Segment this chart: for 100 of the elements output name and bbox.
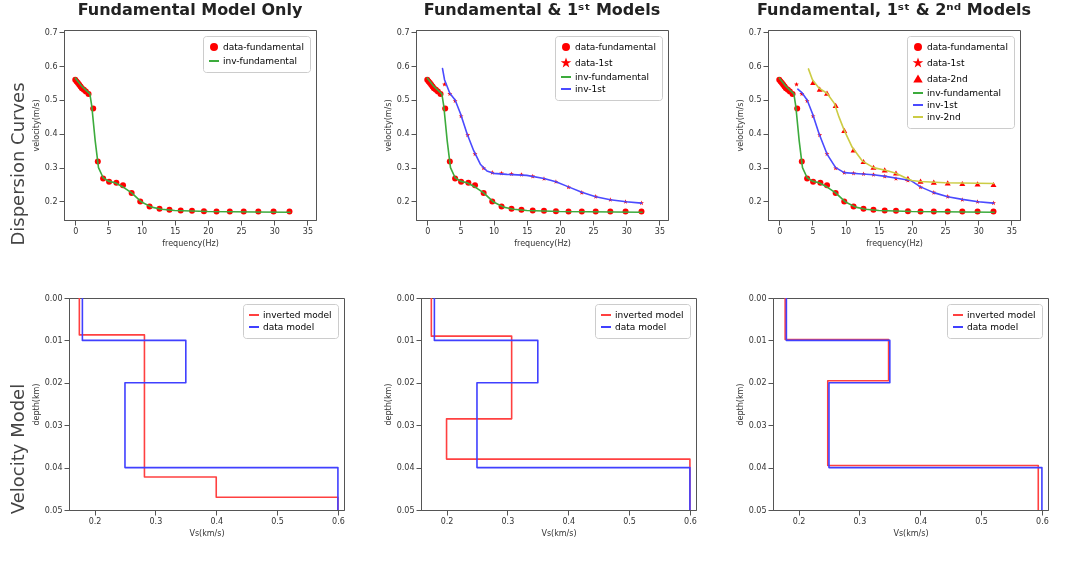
x-tick-label: 15 <box>170 226 181 236</box>
text: Dispersion Curves <box>6 81 28 246</box>
legend-label: inverted model <box>263 310 332 320</box>
x-tick-label: 35 <box>654 226 665 236</box>
chart-title: Fundamental Model Only <box>77 0 303 20</box>
legend-label: inverted model <box>967 310 1036 320</box>
y-axis-title: depth(km) <box>31 383 41 426</box>
x-tick-label: 30 <box>973 226 984 236</box>
legend-label: inv-1st <box>927 100 958 110</box>
legend-label: data model <box>615 322 667 332</box>
x-tick-label: 5 <box>458 226 464 236</box>
y-tick-label: 0.04 <box>748 463 767 473</box>
x-tick-label: 0.6 <box>1036 516 1049 526</box>
x-tick-label: 0 <box>777 226 783 236</box>
x-tick-label: 0.3 <box>853 516 867 526</box>
y-tick-label: 0.03 <box>44 420 63 430</box>
y-tick-label: 0.01 <box>44 335 63 345</box>
y-tick-label: 0.04 <box>44 463 63 473</box>
y-tick-label: 0.6 <box>748 61 762 71</box>
x-tick-label: 0 <box>425 226 431 236</box>
x-tick-label: 0 <box>73 226 79 236</box>
y-tick-label: 0.6 <box>396 61 410 71</box>
y-tick-label: 0.3 <box>748 163 762 173</box>
legend-label: data-fundamental <box>223 42 304 52</box>
y-tick-label: 0.5 <box>396 95 410 105</box>
chart-title: Fundamental & 1ˢᵗ Models <box>423 0 661 20</box>
x-tick-label: 30 <box>269 226 280 236</box>
x-tick-label: 0.4 <box>562 516 576 526</box>
x-tick-label: 5 <box>106 226 112 236</box>
y-tick-label: 0.00 <box>396 293 415 303</box>
x-tick-label: 25 <box>940 226 951 236</box>
y-tick-label: 0.7 <box>396 27 410 37</box>
y-tick-label: 0.7 <box>748 27 762 37</box>
x-tick-label: 10 <box>137 226 148 236</box>
y-tick-label: 0.4 <box>748 129 762 139</box>
y-tick-label: 0.5 <box>44 95 58 105</box>
y-tick-label: 0.01 <box>748 335 767 345</box>
legend-label: inv-fundamental <box>575 72 649 82</box>
x-tick-label: 25 <box>588 226 599 236</box>
legend-label: data-2nd <box>927 74 968 84</box>
y-axis-title: velocity(m/s) <box>31 99 41 152</box>
legend-label: inv-fundamental <box>223 56 297 66</box>
legend-label: data-fundamental <box>575 42 656 52</box>
text: Velocity Model <box>6 383 28 514</box>
x-tick-label: 20 <box>907 226 918 236</box>
y-tick-label: 0.3 <box>44 163 58 173</box>
x-axis-title: Vs(km/s) <box>189 528 225 538</box>
y-tick-label: 0.7 <box>44 27 58 37</box>
x-tick-label: 0.3 <box>149 516 163 526</box>
x-tick-label: 10 <box>489 226 500 236</box>
y-tick-label: 0.02 <box>396 378 415 388</box>
legend-label: data-1st <box>927 58 965 68</box>
x-tick-label: 25 <box>236 226 247 236</box>
x-tick-label: 0.6 <box>684 516 697 526</box>
y-tick-label: 0.02 <box>748 378 767 388</box>
y-tick-label: 0.03 <box>396 420 415 430</box>
legend-label: data model <box>967 322 1019 332</box>
y-axis-title: depth(km) <box>735 383 745 426</box>
y-tick-label: 0.4 <box>44 129 58 139</box>
y-tick-label: 0.3 <box>396 163 410 173</box>
x-tick-label: 5 <box>810 226 816 236</box>
y-tick-label: 0.2 <box>748 196 762 206</box>
x-tick-label: 15 <box>522 226 533 236</box>
x-axis-title: Vs(km/s) <box>893 528 929 538</box>
x-tick-label: 20 <box>203 226 214 236</box>
y-tick-label: 0.05 <box>748 505 767 515</box>
chart-title: Fundamental, 1ˢᵗ & 2ⁿᵈ Models <box>756 0 1032 20</box>
x-tick-label: 35 <box>302 226 313 236</box>
x-tick-label: 0.5 <box>623 516 636 526</box>
y-tick-label: 0.00 <box>44 293 63 303</box>
x-tick-label: 35 <box>1006 226 1017 236</box>
y-tick-label: 0.01 <box>396 335 415 345</box>
y-tick-label: 0.02 <box>44 378 63 388</box>
y-axis-title: velocity(m/s) <box>383 99 393 152</box>
x-tick-label: 15 <box>874 226 885 236</box>
legend-label: inv-2nd <box>927 112 961 122</box>
y-axis-title: depth(km) <box>383 383 393 426</box>
x-tick-label: 0.4 <box>914 516 928 526</box>
x-tick-label: 0.2 <box>440 516 454 526</box>
y-tick-label: 0.4 <box>396 129 410 139</box>
y-tick-label: 0.2 <box>44 196 58 206</box>
x-tick-label: 0.5 <box>975 516 988 526</box>
x-tick-label: 0.6 <box>332 516 345 526</box>
x-tick-label: 10 <box>841 226 852 236</box>
legend-label: inv-1st <box>575 84 606 94</box>
y-tick-label: 0.6 <box>44 61 58 71</box>
y-tick-label: 0.04 <box>396 463 415 473</box>
x-axis-title: frequency(Hz) <box>514 238 571 248</box>
y-axis-title: velocity(m/s) <box>735 99 745 152</box>
y-tick-label: 0.03 <box>748 420 767 430</box>
x-tick-label: 0.2 <box>88 516 102 526</box>
y-tick-label: 0.05 <box>44 505 63 515</box>
x-axis-title: Vs(km/s) <box>541 528 577 538</box>
y-tick-label: 0.05 <box>396 505 415 515</box>
x-tick-label: 0.4 <box>210 516 224 526</box>
x-tick-label: 20 <box>555 226 566 236</box>
y-tick-label: 0.2 <box>396 196 410 206</box>
x-axis-title: frequency(Hz) <box>866 238 923 248</box>
legend-label: inv-fundamental <box>927 88 1001 98</box>
y-tick-label: 0.5 <box>748 95 762 105</box>
